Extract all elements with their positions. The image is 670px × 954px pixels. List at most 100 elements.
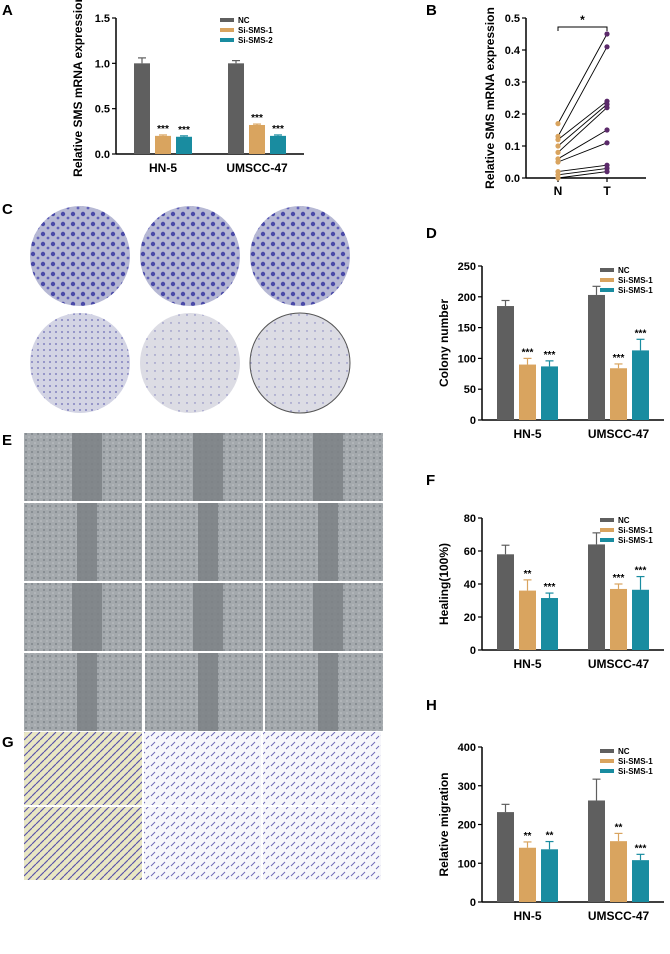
y-axis-label: Relative migration [437,772,451,876]
significance-label: *** [613,353,625,364]
bar [497,306,514,420]
point-normal [555,149,561,155]
legend-label: NC [238,16,250,25]
panel-label-g: G [2,734,14,751]
pair-line [557,107,608,153]
wound-gap [318,503,338,581]
bar-chart-d: 0 50 100 150 200 250 Colony number *** *** HN-5 **… [437,261,664,441]
legend-label: Si-SMS-1 [618,757,653,766]
bar [588,294,605,420]
point-tumor [604,140,610,146]
legend-label: Si-SMS-1 [238,26,273,35]
y-tick-label: 0 [470,897,476,909]
point-normal [555,159,561,165]
panel-label-h: H [426,697,437,714]
panel-label-f: F [426,472,436,489]
y-tick-label: 80 [464,513,476,525]
bar [519,590,536,650]
panel-label-c: C [2,201,13,218]
legend-swatch [600,759,614,763]
wound-healing-grid [24,433,383,731]
wound-gap [193,433,223,501]
transwell-image [24,732,142,805]
bar [632,589,649,650]
y-tick-label: 0 [470,415,476,427]
y-axis-label: Relative SMS mRNA expression [483,7,497,189]
significance-bracket [557,26,608,31]
significance-label: *** [613,573,625,584]
legend-label: NC [618,516,630,525]
significance-label: *** [157,124,169,135]
bar [610,841,627,902]
pair-line [557,171,608,179]
wound-gap [313,433,343,501]
y-tick-label: 0 [470,645,476,657]
bar [497,554,514,650]
bar [270,135,286,154]
significance-label: * [580,13,585,27]
bar [610,588,627,650]
transwell-image [24,807,142,880]
y-tick-label: 0.0 [95,149,110,161]
legend-label: NC [618,747,630,756]
legend-swatch [600,268,614,272]
point-tumor [604,127,610,133]
panel-label-a: A [2,2,13,19]
paired-chart-b: 0.0 0.1 0.2 0.3 0.4 0.5 Relative SMS mRNA expr… [483,7,646,198]
wound-gap [72,433,102,501]
legend-swatch [600,288,614,292]
legend-label: NC [618,266,630,275]
y-tick-label: 100 [458,858,476,870]
point-normal [555,143,561,149]
pair-line [557,142,608,163]
point-tumor [604,105,610,111]
bar [519,847,536,902]
panel-label-d: D [426,225,437,242]
y-tick-label: 1.0 [95,58,110,70]
point-normal [555,137,561,143]
wound-gap [198,503,218,581]
legend-label: Si-SMS-1 [618,536,653,545]
significance-label: *** [544,350,556,361]
y-tick-label: 400 [458,742,476,754]
colony-dish [140,313,240,413]
significance-label: ** [524,569,532,580]
y-tick-label: 250 [458,261,476,273]
significance-label: ** [524,831,532,842]
colony-dish [140,206,240,306]
legend-label: Si-SMS-1 [618,526,653,535]
pair-line [557,46,608,137]
legend-swatch [600,528,614,532]
y-tick-label: 200 [458,820,476,832]
y-tick-label: 0.2 [505,109,520,121]
y-tick-label: 0.0 [505,173,520,185]
point-tumor [604,44,610,50]
x-tick-label: HN-5 [513,909,541,923]
wound-gap [198,653,218,731]
transwell-image [144,807,261,880]
bar [228,63,244,155]
y-tick-label: 150 [458,323,476,335]
significance-label: *** [635,843,647,854]
wound-gap [193,583,223,651]
panel-label-e: E [2,432,13,449]
significance-label: *** [635,566,647,577]
legend-swatch [600,278,614,282]
bar [134,63,150,155]
x-tick-label: HN-5 [149,161,177,175]
x-tick-label: T [603,184,611,198]
legend-swatch [600,538,614,542]
significance-label: ** [546,831,554,842]
bar-chart-a: 0.0 0.5 1.0 1.5 Relative SMS mRNA expression… [71,0,304,177]
x-tick-label: UMSCC-47 [226,161,288,175]
legend-label: Si-SMS-2 [238,36,273,45]
bar [541,598,558,650]
point-tumor [604,169,610,175]
bar [519,364,536,420]
legend-swatch [220,28,234,32]
